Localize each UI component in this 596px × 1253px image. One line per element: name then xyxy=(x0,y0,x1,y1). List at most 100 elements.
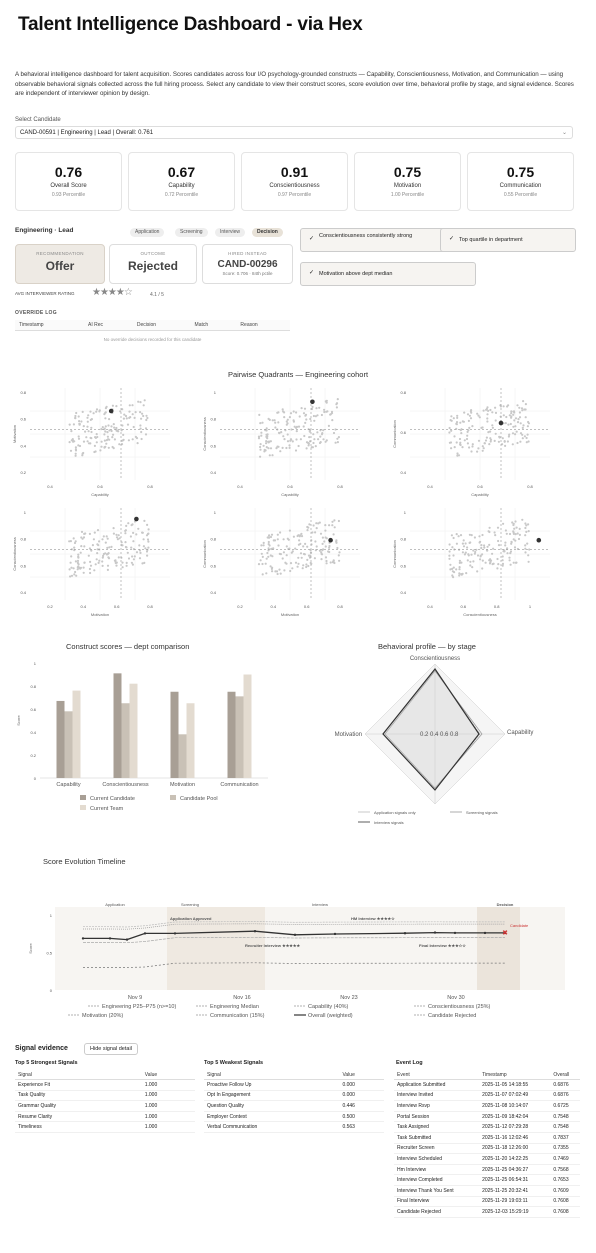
scatter-point xyxy=(469,417,473,420)
scatter-point xyxy=(517,418,520,421)
x-tick-label: 0.8 xyxy=(494,604,500,609)
scatter-point xyxy=(331,419,334,422)
stage-label: Decision xyxy=(497,902,514,907)
scatter-point xyxy=(525,524,528,527)
hide-signal-detail-button[interactable]: Hide signal detail xyxy=(84,1043,138,1055)
scatter-point xyxy=(263,450,266,453)
legend-label: Engineering P25–P75 (n>=10) xyxy=(102,1004,176,1010)
scatter-point xyxy=(502,414,505,417)
scatter-point xyxy=(283,411,286,414)
scatter-point xyxy=(521,433,524,436)
event-log-table: Event Timestamp Overall Application Submitt… xyxy=(394,1070,580,1218)
y-tick-label: 0.2 xyxy=(30,753,36,758)
scatter-point xyxy=(503,440,506,443)
scatter-point xyxy=(512,538,515,541)
weak-signal-row: Proactive Follow Up 0.000 xyxy=(204,1079,384,1091)
weak-signal-row: Question Quality 0.446 xyxy=(204,1100,384,1112)
radar-tick-label: 0.8 xyxy=(450,732,459,738)
scatter-point xyxy=(96,552,99,555)
scatter-point xyxy=(117,556,120,559)
bar xyxy=(170,691,179,778)
x-tick-label: 0.6 xyxy=(287,484,293,489)
scatter-point xyxy=(111,436,114,439)
event-log-row: Final Interview 2025-11-29 19:03:11 0.7608 xyxy=(394,1196,580,1208)
radar-axis-label: Capability xyxy=(507,730,533,736)
y-tick-label: 1 xyxy=(50,913,53,918)
scatter-point xyxy=(268,454,271,457)
scatter-point xyxy=(514,520,517,523)
scatter-point xyxy=(68,423,71,426)
radar-tick-label: 0.2 xyxy=(420,732,429,738)
bar xyxy=(56,700,65,778)
scatter-point xyxy=(269,447,273,450)
scatter-point xyxy=(80,420,83,423)
strong-signal-row: Timeliness 1.000 xyxy=(15,1121,195,1133)
event-point xyxy=(173,932,177,935)
scatter-point xyxy=(288,446,291,449)
scatter-point xyxy=(308,556,312,559)
scatter-point xyxy=(101,564,104,567)
scatter-point xyxy=(74,452,77,455)
scatter-point xyxy=(305,418,308,421)
y-tick-label: 0 xyxy=(34,776,37,781)
scatter-point xyxy=(286,433,289,436)
scatter-point xyxy=(465,437,469,441)
scatter-point xyxy=(311,531,314,534)
scatter-point xyxy=(267,441,270,444)
scatter-point xyxy=(338,551,341,554)
scatter-point xyxy=(286,418,289,421)
y-tick-label: 0.8 xyxy=(20,537,26,542)
scatter-point xyxy=(289,569,292,573)
scatter-point xyxy=(92,538,95,541)
scatter-point xyxy=(68,568,71,571)
scatter-point xyxy=(298,535,301,538)
scatter-point xyxy=(282,538,285,541)
score-timeline-chart: Application Screening Interview Decision 1 0.… xyxy=(28,902,565,1019)
scatter-point xyxy=(297,556,300,559)
scatter-point xyxy=(476,554,480,557)
y-tick-label: 0.4 xyxy=(210,470,216,475)
scatter-point xyxy=(283,416,286,419)
scatter-point xyxy=(505,548,509,551)
radar-axis-label: Conscientiousness xyxy=(410,656,460,662)
scatter-point xyxy=(311,405,314,408)
scatter-point xyxy=(294,449,298,452)
scatter-point xyxy=(117,430,120,433)
scatter-point xyxy=(110,429,113,433)
scatter-point xyxy=(307,441,310,445)
scatter-point xyxy=(279,572,282,575)
scatter-point xyxy=(106,537,109,540)
scatter-point xyxy=(74,560,77,563)
y-tick-label: 0.5 xyxy=(46,951,52,956)
scatter-point xyxy=(119,410,122,413)
scatter-point xyxy=(512,522,515,525)
y-tick-label: 0.6 xyxy=(20,563,26,568)
x-axis-label: Motivation xyxy=(91,612,109,617)
scatter-point xyxy=(335,539,338,542)
scatter-point xyxy=(72,537,75,540)
scatter-point xyxy=(487,530,490,533)
scatter-point xyxy=(140,437,143,441)
candidate-select[interactable]: CAND-00591 | Engineering | Lead | Overal… xyxy=(15,126,573,139)
hired-instead-card: HIRED INSTEAD CAND-00296 Score: 0.706 · 84… xyxy=(202,244,293,284)
scatter-point xyxy=(274,570,277,573)
weak-signal-row: Verbal Communication 0.563 xyxy=(204,1121,384,1133)
scatter-point xyxy=(308,440,312,443)
scatter-point xyxy=(131,404,134,407)
scatter-point xyxy=(491,411,494,414)
scatter-point xyxy=(121,561,124,564)
scatter-point xyxy=(125,417,128,420)
scatter-point xyxy=(312,414,315,418)
scatter-point xyxy=(82,440,86,443)
scatter-point xyxy=(510,410,513,413)
scatter-point xyxy=(89,560,92,563)
scatter-point xyxy=(452,566,455,569)
scatter-point xyxy=(104,430,107,433)
scatter-point xyxy=(511,521,514,524)
scatter-point xyxy=(324,536,327,539)
scatter-point xyxy=(291,440,294,443)
scatter-point xyxy=(106,546,109,549)
event-log-row: Candidate Rejected 2025-12-03 15:29:19 0.7… xyxy=(394,1206,580,1218)
scatter-point xyxy=(483,442,486,445)
scatter-point xyxy=(104,425,107,428)
